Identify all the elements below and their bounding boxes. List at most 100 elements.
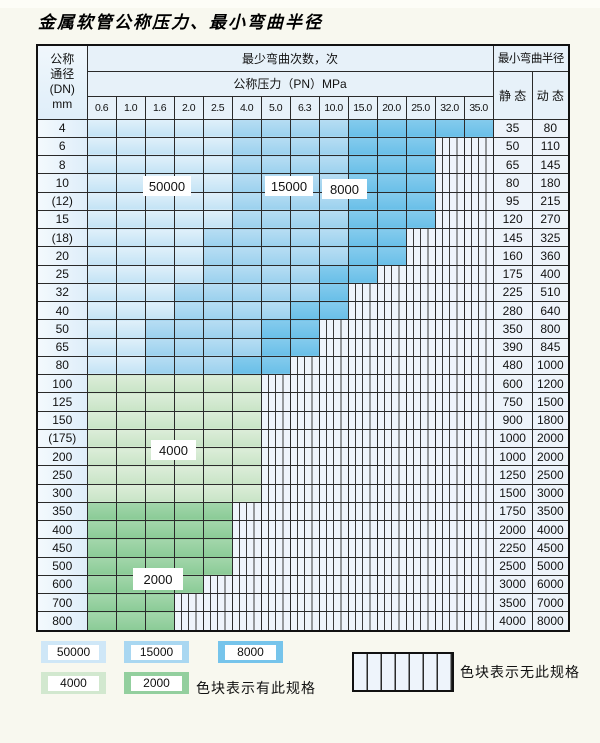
spec-cell-50000 — [115, 209, 146, 230]
no-spec-cell — [347, 319, 378, 339]
table-row: 800 4000 8000 — [36, 611, 570, 632]
no-spec-cell — [318, 519, 349, 540]
no-spec-cell — [463, 611, 494, 632]
spec-cell-8000 — [347, 227, 378, 248]
spec-cell-8000 — [376, 227, 407, 248]
no-spec-cell — [260, 611, 291, 632]
no-spec-cell — [405, 519, 436, 540]
spec-cell-50000 — [115, 319, 146, 339]
dn-header-line: (DN) — [49, 82, 75, 97]
no-spec-cell — [347, 501, 378, 522]
no-spec-cell — [376, 538, 407, 558]
no-spec-cell — [405, 282, 436, 303]
legend-no-spec-text: 色块表示无此规格 — [460, 664, 580, 680]
spec-cell-15000 — [202, 264, 233, 284]
no-spec-cell — [434, 410, 465, 430]
no-spec-cell — [376, 373, 407, 394]
spec-cell-50000 — [202, 209, 233, 230]
static-radius-cell: 1000 — [492, 446, 533, 467]
no-spec-cell — [289, 556, 320, 576]
no-spec-cell — [434, 556, 465, 576]
spec-cell-2000 — [86, 501, 117, 522]
dynamic-radius-cell: 5000 — [531, 556, 570, 576]
static-radius-cell: 480 — [492, 355, 533, 376]
no-spec-cell — [434, 191, 465, 211]
spec-cell-50000 — [173, 136, 204, 157]
spec-cell-8000 — [405, 154, 436, 175]
dynamic-radius-cell: 400 — [531, 264, 570, 284]
no-spec-cell — [463, 446, 494, 467]
region-value-label: 15000 — [265, 176, 313, 196]
spec-cell-15000 — [144, 319, 175, 339]
dn-cell: 40 — [36, 300, 88, 321]
spec-cell-8000 — [347, 154, 378, 175]
no-spec-cell — [405, 227, 436, 248]
no-spec-cell — [347, 355, 378, 376]
table-row: 6 50 110 — [36, 136, 570, 157]
spec-cell-8000 — [376, 191, 407, 211]
spec-cell-15000 — [202, 227, 233, 248]
spec-cell-15000 — [231, 209, 262, 230]
spec-cell-4000 — [86, 483, 117, 503]
spec-cell-15000 — [289, 191, 320, 211]
spec-cell-15000 — [144, 337, 175, 357]
spec-cell-15000 — [289, 264, 320, 284]
no-spec-cell — [289, 465, 320, 485]
no-spec-cell — [434, 392, 465, 412]
no-spec-cell — [463, 191, 494, 211]
spec-cell-50000 — [115, 282, 146, 303]
no-spec-cell — [318, 556, 349, 576]
no-spec-cell — [463, 337, 494, 357]
spec-cell-8000 — [376, 118, 407, 138]
no-spec-cell — [231, 556, 262, 576]
no-spec-cell — [376, 282, 407, 303]
spec-cell-15000 — [289, 154, 320, 175]
static-radius-cell: 390 — [492, 337, 533, 357]
dynamic-radius-cell: 6000 — [531, 574, 570, 595]
no-spec-cell — [231, 519, 262, 540]
no-spec-cell — [463, 519, 494, 540]
legend-has-spec-text: 色块表示有此规格 — [196, 680, 316, 696]
no-spec-cell — [347, 574, 378, 595]
spec-cell-4000 — [173, 373, 204, 394]
no-spec-cell — [260, 556, 291, 576]
spec-cell-8000 — [376, 136, 407, 157]
static-radius-cell: 50 — [492, 136, 533, 157]
table-row: 250 1250 2500 — [36, 465, 570, 485]
no-spec-cell — [463, 209, 494, 230]
dn-cell: 700 — [36, 592, 88, 613]
no-spec-cell — [434, 446, 465, 467]
spec-cell-8000 — [347, 209, 378, 230]
pressure-col-header: 4.0 — [231, 95, 262, 120]
spec-cell-50000 — [115, 136, 146, 157]
no-spec-cell — [318, 574, 349, 595]
dn-cell: 80 — [36, 355, 88, 376]
dn-cell: 32 — [36, 282, 88, 303]
spec-cell-50000 — [86, 264, 117, 284]
dynamic-radius-cell: 845 — [531, 337, 570, 357]
no-spec-cell — [289, 355, 320, 376]
table-row: 25 175 400 — [36, 264, 570, 284]
spec-cell-8000 — [289, 319, 320, 339]
no-spec-cell — [434, 264, 465, 284]
spec-cell-15000 — [289, 118, 320, 138]
no-spec-cell — [405, 410, 436, 430]
spec-cell-4000 — [115, 410, 146, 430]
static-radius-cell: 225 — [492, 282, 533, 303]
spec-cell-50000 — [144, 118, 175, 138]
static-radius-cell: 2000 — [492, 519, 533, 540]
no-spec-cell — [347, 556, 378, 576]
pressure-col-header: 6.3 — [289, 95, 320, 120]
static-radius-cell: 65 — [492, 154, 533, 175]
spec-cell-50000 — [86, 355, 117, 376]
spec-cell-15000 — [260, 282, 291, 303]
spec-cell-4000 — [173, 392, 204, 412]
spec-cell-50000 — [144, 300, 175, 321]
spec-cell-4000 — [231, 410, 262, 430]
spec-cell-8000 — [405, 209, 436, 230]
no-spec-cell — [260, 373, 291, 394]
spec-cell-50000 — [173, 118, 204, 138]
spec-cell-2000 — [202, 519, 233, 540]
dynamic-radius-cell: 2000 — [531, 428, 570, 449]
no-spec-cell — [289, 574, 320, 595]
